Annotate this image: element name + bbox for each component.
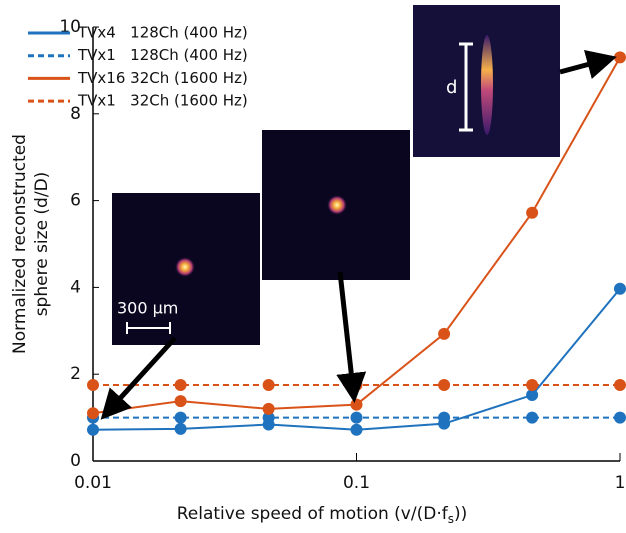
y-axis-label: Normalized reconstructed [10, 134, 30, 354]
data-point [87, 379, 99, 391]
inset-spot [175, 257, 195, 277]
data-point [175, 412, 187, 424]
chart: 02468100.010.11TVx4 128Ch (400 Hz)TVx1 1… [0, 0, 626, 529]
legend-label: TVx1 128Ch (400 Hz) [77, 46, 248, 64]
data-point [526, 379, 538, 391]
data-point [87, 407, 99, 419]
data-point [438, 328, 450, 340]
data-point [87, 424, 99, 436]
size-label: d [446, 77, 457, 98]
data-point [614, 412, 626, 424]
y-tick-label: 0 [70, 451, 81, 471]
data-point [614, 283, 626, 295]
inset-streak [481, 35, 493, 135]
data-point [175, 423, 187, 435]
data-point [351, 412, 363, 424]
legend-label: TVx16 32Ch (1600 Hz) [77, 69, 248, 87]
data-point [614, 379, 626, 391]
arrow [340, 272, 354, 398]
data-point [438, 379, 450, 391]
legend-label: TVx4 128Ch (400 Hz) [77, 24, 248, 42]
x-axis-label-part: Relative speed of motion (v/(D·f [177, 504, 449, 524]
data-point [263, 403, 275, 415]
x-tick-label: 0.1 [343, 473, 370, 493]
data-point [263, 379, 275, 391]
data-point [438, 412, 450, 424]
data-point [351, 424, 363, 436]
x-tick-label: 0.01 [74, 473, 112, 493]
legend-label: TVx1 32Ch (1600 Hz) [77, 92, 248, 110]
data-point [351, 399, 363, 411]
data-point [526, 207, 538, 219]
x-axis-label-part: )) [454, 504, 467, 524]
data-point [175, 395, 187, 407]
data-point [526, 412, 538, 424]
inset-spot [327, 195, 347, 215]
x-axis-label: Relative speed of motion (v/(D·fs)) [177, 504, 468, 526]
scale-bar-label: 300 µm [117, 299, 178, 318]
y-axis-label: sphere size (d/D) [32, 172, 52, 317]
data-point [175, 379, 187, 391]
arrow [560, 58, 612, 72]
y-tick-label: 6 [70, 191, 81, 211]
x-tick-label: 1 [615, 473, 626, 493]
y-tick-label: 4 [70, 277, 81, 297]
y-tick-label: 2 [70, 364, 81, 384]
data-point [614, 51, 626, 63]
